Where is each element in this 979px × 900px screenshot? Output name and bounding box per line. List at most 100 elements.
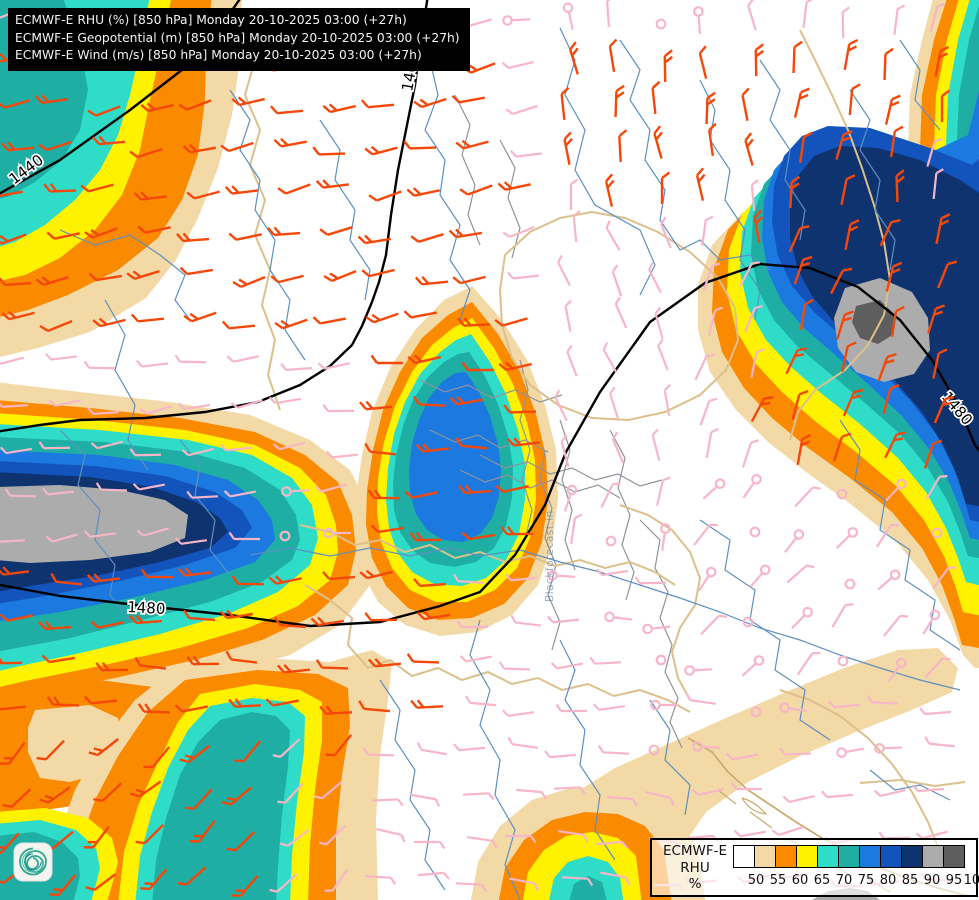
- wind-barb: [570, 513, 583, 545]
- wind-barb: [926, 137, 943, 167]
- wind-barb: [325, 734, 353, 757]
- wind-barb: [754, 43, 765, 77]
- legend-swatch: [922, 845, 944, 868]
- wind-barb: [885, 478, 907, 502]
- wind-barb: [932, 168, 944, 200]
- legend-swatch: [859, 845, 881, 868]
- wind-barb: [650, 699, 678, 711]
- wind-barb: [277, 782, 304, 804]
- wind-barb: [42, 487, 75, 496]
- wind-barb: [922, 609, 941, 635]
- wind-barb: [702, 262, 721, 291]
- wind-barb: [503, 404, 537, 414]
- wind-barb: [935, 213, 951, 244]
- wind-barb: [940, 89, 951, 122]
- wind-barb: [841, 6, 850, 39]
- wind-barb: [2, 788, 32, 809]
- wind-barb: [455, 437, 488, 450]
- wind-barb: [510, 149, 543, 158]
- wind-barb: [317, 362, 350, 370]
- wind-barb: [50, 573, 83, 586]
- wind-barb: [934, 46, 950, 78]
- wind-barb: [376, 828, 406, 843]
- wind-barb: [692, 741, 721, 752]
- wind-barb: [453, 573, 485, 585]
- wind-barb: [883, 47, 894, 81]
- wind-barb: [268, 396, 302, 405]
- wind-barb: [933, 395, 955, 424]
- wind-barb: [224, 185, 259, 195]
- wind-barb: [315, 659, 349, 670]
- wind-barb: [273, 137, 308, 148]
- wind-barb: [231, 875, 259, 898]
- wind-barb: [569, 178, 579, 210]
- wind-barb: [874, 743, 903, 754]
- spiral-logo-icon: [13, 842, 53, 882]
- wind-barb: [324, 868, 349, 892]
- wind-barb: [700, 614, 728, 636]
- legend-swatch: [880, 845, 902, 868]
- wind-barb: [92, 317, 126, 328]
- wind-barb: [268, 575, 302, 585]
- wind-barb: [0, 188, 24, 198]
- wind-barb: [653, 125, 663, 159]
- wind-barb: [877, 569, 901, 591]
- wind-barb: [0, 277, 32, 287]
- wind-barb: [90, 440, 123, 450]
- wind-barb: [506, 437, 541, 447]
- wind-barb: [915, 830, 948, 840]
- wind-barb: [828, 700, 861, 709]
- wind-barb: [794, 486, 821, 508]
- wind-barb: [265, 698, 299, 707]
- wind-barb: [505, 573, 538, 582]
- wind-barb: [642, 623, 671, 635]
- wind-barb: [799, 131, 813, 164]
- wind-barb: [875, 523, 900, 548]
- wind-barb: [782, 795, 815, 803]
- wind-barb: [414, 840, 446, 850]
- wind-barb: [837, 655, 849, 667]
- legend-value: 70: [835, 873, 853, 888]
- wind-barb: [134, 656, 167, 670]
- wind-barb: [415, 443, 450, 453]
- legend-value: 65: [813, 873, 831, 888]
- wind-barb: [791, 389, 809, 420]
- wind-barb: [693, 6, 704, 35]
- wind-barb: [589, 656, 622, 665]
- wind-barb: [413, 578, 447, 588]
- wind-barb: [742, 473, 762, 499]
- wind-barb: [361, 99, 395, 109]
- wind-barb: [793, 87, 810, 118]
- wind-barb: [38, 140, 72, 152]
- wind-barb: [84, 227, 118, 239]
- wind-barb: [937, 260, 958, 289]
- wind-barb: [35, 276, 69, 286]
- wind-barb: [277, 183, 311, 195]
- wind-barb: [694, 353, 715, 381]
- wind-barb: [739, 261, 760, 288]
- wind-barb: [417, 871, 450, 880]
- wind-barb: [932, 566, 957, 590]
- wind-barb: [893, 4, 906, 36]
- legend-value: 85: [901, 873, 919, 888]
- wind-barb: [276, 663, 311, 674]
- wind-barb: [281, 486, 310, 497]
- wind-barb: [841, 341, 857, 372]
- wind-barb: [793, 255, 813, 285]
- wind-barb: [564, 299, 572, 332]
- wind-barb: [451, 94, 486, 104]
- wind-barb: [184, 788, 213, 810]
- title-line-wind: ECMWF-E Wind (m/s) [850 hPa] Monday 20-1…: [15, 48, 422, 62]
- wind-barb: [547, 570, 576, 581]
- wind-barb: [92, 135, 126, 146]
- wind-barb: [143, 746, 171, 769]
- wind-barb: [186, 655, 220, 666]
- wind-barb: [595, 568, 629, 577]
- wind-barb: [272, 738, 301, 758]
- wind-barb: [786, 564, 815, 584]
- wind-barb: [547, 615, 580, 624]
- wind-barb: [85, 873, 117, 891]
- wind-barb: [595, 840, 628, 849]
- wind-barb: [230, 399, 263, 409]
- wind-barb: [132, 483, 165, 491]
